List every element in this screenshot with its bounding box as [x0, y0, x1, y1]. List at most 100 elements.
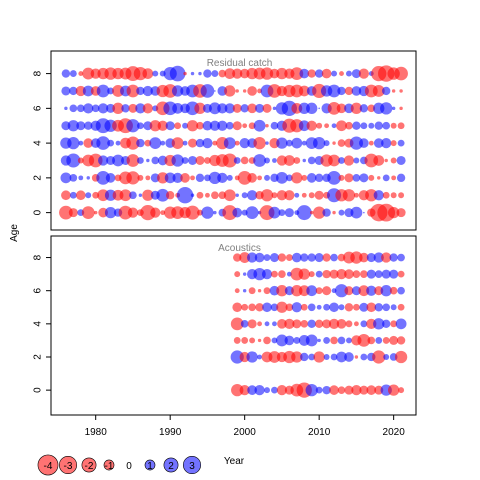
residual-bubble	[328, 154, 340, 167]
residual-bubble	[234, 140, 240, 146]
residual-bubble	[292, 319, 302, 329]
residual-bubble	[390, 157, 397, 164]
residual-bubble	[272, 106, 277, 111]
residual-bubble	[150, 207, 161, 218]
residual-bubble	[76, 121, 86, 131]
residual-bubble	[308, 271, 315, 278]
residual-bubble	[205, 192, 210, 198]
residual-bubble	[366, 302, 377, 313]
residual-bubble	[248, 122, 256, 130]
residual-bubble	[160, 210, 166, 216]
residual-bubble	[327, 84, 341, 98]
residual-bubble	[265, 124, 269, 128]
residual-bubble	[265, 141, 269, 145]
residual-bubble	[322, 253, 331, 262]
residual-bubble	[373, 190, 384, 201]
residual-bubble	[233, 253, 242, 262]
residual-bubble	[260, 189, 274, 202]
residual-bubble	[318, 107, 320, 110]
residual-bubble	[391, 175, 397, 181]
residual-bubble	[183, 71, 187, 76]
x-tick-label: 2010	[308, 427, 331, 438]
residual-bubble	[366, 269, 376, 279]
residual-bubble	[96, 136, 110, 150]
residual-bubble	[98, 155, 109, 166]
residual-bubble	[272, 158, 277, 163]
residual-bubble	[262, 103, 272, 113]
residual-bubble	[375, 337, 383, 344]
residual-bubble	[353, 192, 359, 198]
residual-bubble	[384, 158, 388, 163]
y-tick-label: 2	[33, 175, 44, 181]
legend-bubble	[144, 459, 156, 471]
residual-bubble	[306, 285, 318, 297]
residual-bubble	[338, 174, 345, 181]
residual-bubble	[67, 136, 80, 150]
residual-bubble	[239, 137, 250, 149]
residual-bubble	[263, 287, 271, 295]
residual-bubble	[257, 354, 262, 360]
residual-bubble	[323, 140, 330, 147]
residual-bubble	[246, 252, 258, 263]
residual-bubble	[253, 119, 266, 132]
residual-bubble	[198, 71, 202, 76]
residual-bubble	[82, 85, 94, 97]
legend-label: 0	[126, 461, 132, 472]
bubble-size-legend: -4 -3 -2 -1 0 1 2 3	[37, 454, 201, 476]
y-tick-label: 0	[33, 209, 44, 215]
residual-bubble	[330, 336, 338, 345]
residual-bubble	[373, 155, 385, 166]
residual-bubble	[267, 84, 282, 98]
residual-bubble	[270, 121, 279, 130]
residual-bubble	[363, 211, 365, 214]
x-axis: 1980 1990 2000 2010 2020	[85, 415, 405, 438]
residual-bubble	[200, 84, 215, 98]
residual-bubble	[306, 102, 318, 115]
residual-bubble	[353, 321, 359, 327]
legend-bubble	[81, 457, 97, 473]
residual-bubble	[194, 102, 206, 115]
residual-bubble	[298, 268, 310, 280]
residual-bubble	[299, 68, 310, 79]
residual-bubble	[235, 193, 239, 197]
residual-bubble	[137, 174, 144, 181]
y-tick-label: 6	[33, 105, 44, 111]
residual-bubble	[253, 136, 266, 150]
residual-bubble	[366, 285, 377, 296]
residual-bubble	[380, 102, 393, 115]
residual-bubble	[313, 351, 325, 363]
residual-bubble	[317, 338, 321, 343]
residual-bubble	[381, 269, 391, 279]
residual-bubble	[138, 193, 143, 197]
residual-bubble	[126, 171, 140, 185]
panel-acoustics: 0 2 4 6 8 Acoustics	[33, 235, 417, 416]
residual-bubble	[247, 103, 257, 114]
residual-bubble	[276, 67, 288, 80]
residual-bubble	[196, 121, 204, 130]
residual-bubble	[300, 253, 309, 262]
residual-bubble	[208, 102, 221, 115]
residual-bubble	[307, 303, 316, 312]
residual-bubble	[272, 321, 277, 327]
residual-bubble	[76, 104, 85, 113]
residual-bubble	[396, 208, 406, 218]
residual-bubble	[247, 173, 257, 183]
residual-bubble	[126, 84, 140, 98]
x-tick-label: 2000	[234, 427, 257, 438]
residual-bubble	[346, 337, 352, 344]
residual-bubble	[313, 136, 326, 150]
residual-bubble	[169, 65, 186, 82]
residual-bubble	[136, 157, 144, 164]
residual-bubble	[298, 85, 310, 97]
residual-bubble	[271, 192, 278, 199]
residual-bubble	[271, 270, 278, 278]
residual-bubble	[233, 157, 241, 164]
residual-bubble	[211, 191, 219, 200]
legend-bubble	[37, 454, 59, 476]
residual-bubble	[263, 254, 271, 261]
residual-bubble	[104, 189, 117, 201]
residual-bubble	[284, 318, 295, 329]
residual-bubble	[246, 190, 258, 201]
residual-bubble	[394, 350, 408, 364]
